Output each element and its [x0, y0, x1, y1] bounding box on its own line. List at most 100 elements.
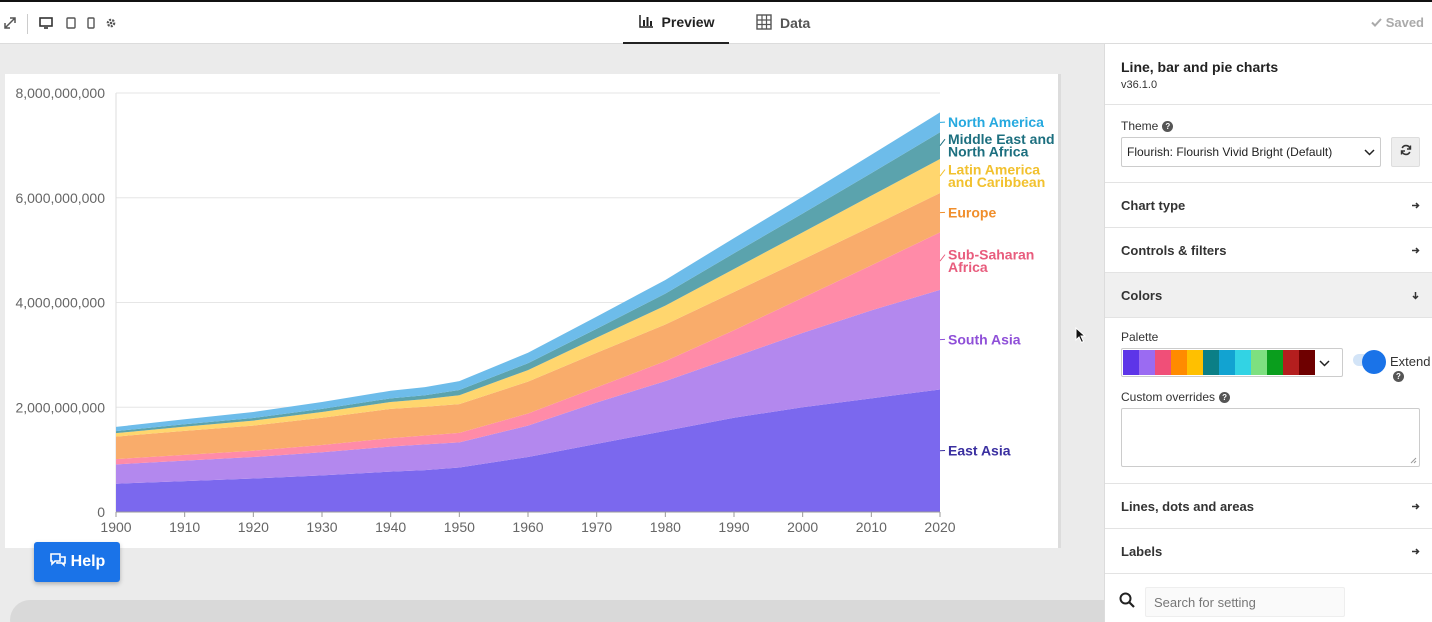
series-end-label: Sub-Saharan Africa — [948, 247, 1034, 276]
x-tick-label: 1930 — [306, 519, 337, 535]
series-end-label-line: Africa — [948, 259, 988, 275]
template-version: v36.1.0 — [1121, 79, 1158, 91]
x-tick-label: 2020 — [924, 519, 955, 535]
series-end-label-line: Europe — [948, 204, 996, 220]
stacked-area-chart: 0 2,000,000,000 4,000,000,000 6,000,000,000… — [15, 85, 1055, 535]
section-chart-type-label: Chart type — [1121, 197, 1186, 213]
extend-toggle[interactable] — [1362, 350, 1386, 374]
custom-overrides-textarea[interactable] — [1121, 408, 1420, 467]
help-icon[interactable]: ? — [1219, 391, 1231, 403]
y-tick-label: 0 — [97, 504, 105, 520]
area-europe — [116, 193, 940, 460]
series-end-label: Europe — [948, 204, 996, 220]
section-lines-label: Lines, dots and areas — [1121, 498, 1254, 514]
x-tick-label: 1910 — [169, 519, 200, 535]
area-east-asia — [116, 389, 940, 512]
theme-label-text: Theme — [1121, 119, 1159, 133]
y-tick-label: 6,000,000,000 — [15, 190, 105, 206]
palette-swatch — [1251, 350, 1267, 375]
section-chart-type[interactable]: Chart type — [1105, 183, 1432, 228]
x-tick-label: 1960 — [512, 519, 543, 535]
section-colors[interactable]: Colors — [1105, 273, 1432, 318]
refresh-icon — [1400, 143, 1412, 161]
y-tick-label: 8,000,000,000 — [15, 85, 105, 101]
series-end-label: North America — [948, 114, 1044, 130]
expand-icon[interactable] — [3, 16, 17, 30]
x-tick-label: 1980 — [650, 519, 681, 535]
area-latin-america-and-caribbean — [116, 158, 940, 437]
top-toolbar: Preview Data Saved — [0, 0, 1432, 44]
help-label: Help — [70, 553, 106, 570]
palette-label: Palette — [1121, 330, 1159, 344]
y-tick-label: 4,000,000,000 — [15, 295, 105, 311]
series-end-label: Middle East and North Africa — [948, 131, 1055, 160]
resize-handle-icon[interactable] — [1410, 457, 1417, 464]
gear-icon[interactable] — [104, 16, 118, 30]
tablet-view-icon[interactable] — [64, 16, 78, 30]
saved-status: Saved — [1370, 15, 1424, 30]
series-end-label: East Asia — [948, 442, 1011, 458]
help-icon[interactable]: ? — [1393, 371, 1404, 382]
area-south-asia — [116, 289, 940, 484]
arrow-down-icon — [1411, 288, 1420, 303]
tab-preview-label: Preview — [661, 14, 715, 30]
section-controls-filters[interactable]: Controls & filters — [1105, 228, 1432, 273]
x-tick-label: 1900 — [100, 519, 131, 535]
x-tick-label: 2000 — [787, 519, 818, 535]
x-tick-label: 1950 — [444, 519, 475, 535]
arrow-right-icon — [1411, 499, 1420, 514]
tab-preview[interactable]: Preview — [623, 2, 729, 44]
chart-preview: 0 2,000,000,000 4,000,000,000 6,000,000,000… — [5, 74, 1061, 548]
palette-swatch — [1283, 350, 1299, 375]
arrow-right-icon — [1411, 243, 1420, 258]
chevron-down-icon — [1319, 354, 1330, 372]
search-setting-input[interactable]: Search for setting — [1145, 587, 1345, 617]
section-colors-label: Colors — [1121, 287, 1163, 303]
saved-label: Saved — [1385, 15, 1424, 30]
series-end-label-line: East Asia — [948, 442, 1011, 458]
chevron-down-icon — [1364, 145, 1375, 159]
help-button[interactable]: Help — [34, 542, 120, 582]
x-tick-label: 1990 — [718, 519, 749, 535]
section-labels[interactable]: Labels — [1105, 529, 1432, 574]
series-label-connector — [939, 254, 946, 262]
series-end-label-line: North America — [948, 114, 1044, 130]
tab-data[interactable]: Data — [756, 2, 810, 44]
custom-overrides-label: Custom overrides ? — [1121, 390, 1231, 404]
palette-swatches — [1123, 350, 1315, 375]
mouse-cursor-icon — [1075, 326, 1087, 349]
palette-swatch — [1235, 350, 1251, 375]
series-end-label: South Asia — [948, 331, 1021, 347]
series-label-connector — [939, 138, 946, 146]
settings-search: Search for setting — [1105, 582, 1432, 622]
series-label-connector — [939, 169, 946, 177]
chat-bubbles-icon — [49, 552, 67, 572]
extend-label: Extend — [1390, 354, 1431, 369]
desktop-view-icon[interactable] — [39, 16, 53, 30]
help-icon[interactable]: ? — [1162, 120, 1174, 132]
palette-select[interactable] — [1121, 348, 1343, 377]
x-tick-label: 1940 — [375, 519, 406, 535]
palette-swatch — [1219, 350, 1235, 375]
palette-swatch — [1187, 350, 1203, 375]
theme-select[interactable]: Flourish: Flourish Vivid Bright (Default… — [1121, 137, 1381, 167]
mobile-view-icon[interactable] — [84, 16, 98, 30]
series-end-label-line: North Africa — [948, 144, 1029, 160]
refresh-theme-button[interactable] — [1391, 137, 1420, 167]
palette-swatch — [1267, 350, 1283, 375]
palette-swatch — [1171, 350, 1187, 375]
section-labels-label: Labels — [1121, 543, 1163, 559]
area-sub-saharan-africa — [116, 232, 940, 465]
panel-header: Line, bar and pie charts v36.1.0 — [1105, 44, 1432, 105]
theme-label: Theme ? — [1121, 119, 1174, 133]
arrow-right-icon — [1411, 544, 1420, 559]
series-end-label-line: South Asia — [948, 331, 1021, 347]
series-end-label-line: Latin America — [948, 162, 1040, 178]
series-end-label: Latin America and Caribbean — [948, 162, 1045, 191]
check-icon — [1370, 15, 1382, 30]
y-tick-label: 2,000,000,000 — [15, 399, 105, 415]
table-grid-icon — [756, 13, 772, 33]
section-lines-dots-areas[interactable]: Lines, dots and areas — [1105, 484, 1432, 529]
palette-swatch — [1203, 350, 1219, 375]
colors-settings: Palette Extend ? Custom overrides ? — [1105, 318, 1432, 484]
